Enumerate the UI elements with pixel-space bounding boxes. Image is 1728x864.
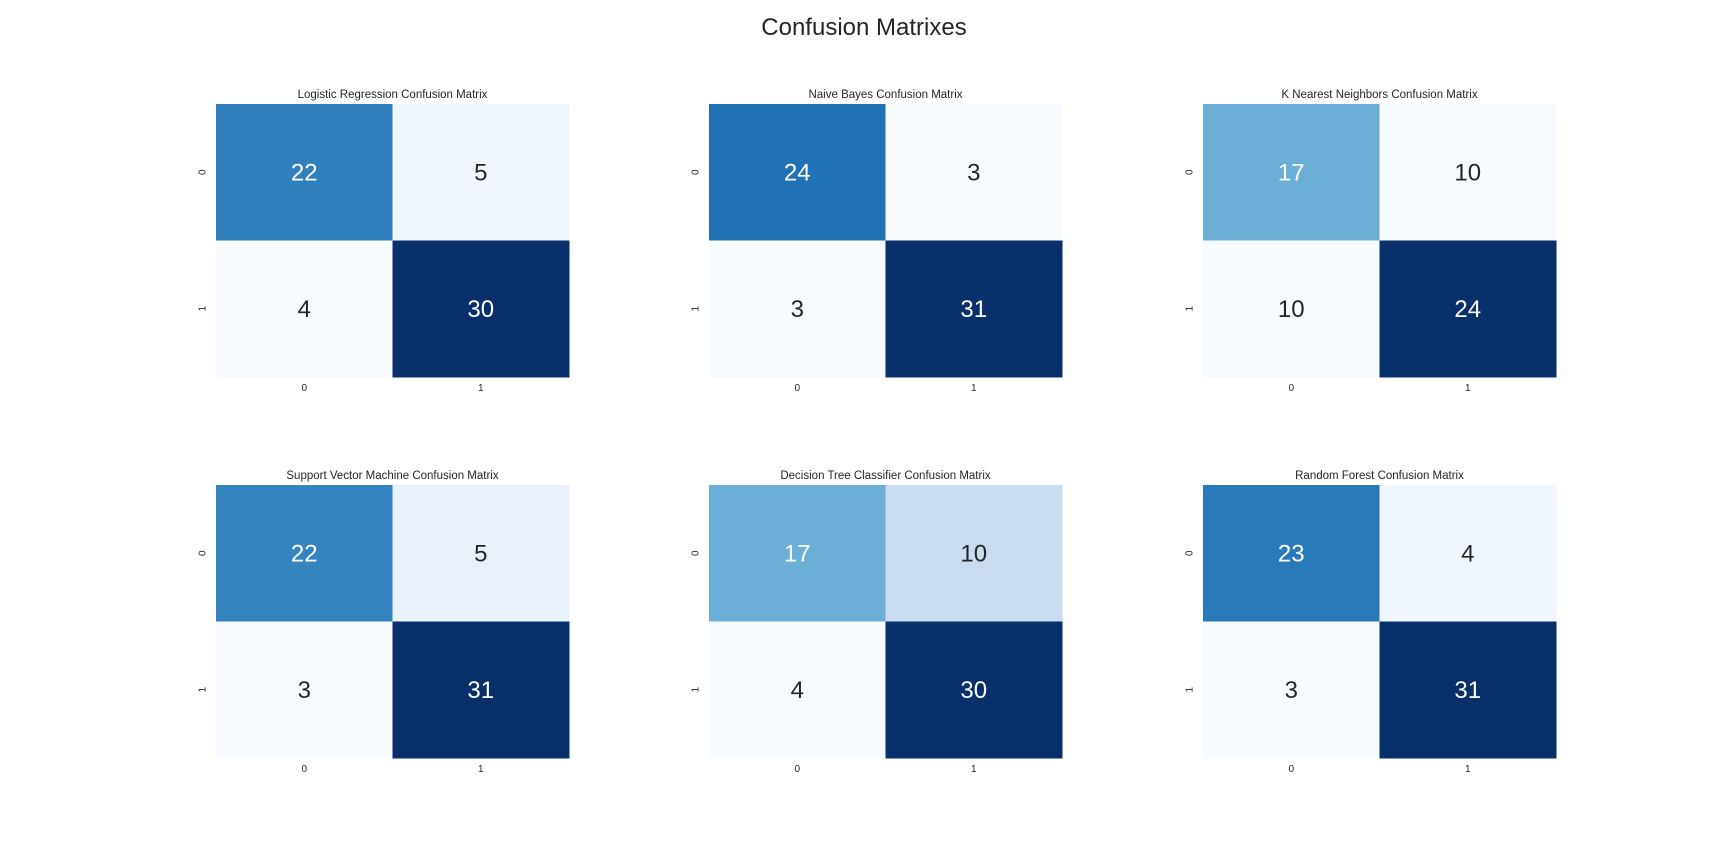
x-tick-label: 0	[794, 764, 800, 775]
cell-annotation: 23	[1278, 540, 1305, 567]
heatmap-panel: Support Vector Machine Confusion Matrix 2…	[198, 470, 570, 775]
y-tick-label: 1	[1185, 687, 1196, 693]
cell-annotation: 22	[291, 159, 318, 186]
heatmap-cell	[709, 485, 886, 622]
x-tick-label: 1	[478, 764, 484, 775]
heatmap-cell	[392, 240, 570, 378]
heatmap-cell	[885, 621, 1063, 759]
x-tick-label: 0	[301, 383, 307, 394]
cell-annotation: 5	[474, 159, 487, 186]
heatmap-cell	[709, 240, 886, 378]
heatmap-cell	[1379, 621, 1557, 759]
y-tick-label: 0	[198, 550, 209, 556]
heatmap-cell	[709, 104, 886, 241]
heatmap-title: Random Forest Confusion Matrix	[1295, 470, 1464, 482]
heatmap-cell	[1379, 104, 1557, 241]
heatmap-cell	[885, 485, 1063, 622]
figure-title: Confusion Matrixes	[761, 14, 966, 41]
cell-annotation: 10	[1278, 296, 1305, 323]
x-tick-label: 0	[301, 764, 307, 775]
y-tick-label: 0	[691, 169, 702, 175]
x-tick-label: 1	[1465, 764, 1471, 775]
heatmap-cell	[1203, 485, 1380, 622]
cell-annotation: 3	[791, 296, 804, 323]
cell-annotation: 24	[784, 159, 811, 186]
heatmap-cell	[392, 104, 570, 241]
y-tick-label: 1	[691, 306, 702, 312]
heatmap-panels: Logistic Regression Confusion Matrix 22 5 4…	[198, 89, 1557, 775]
y-tick-label: 0	[691, 550, 702, 556]
heatmap-cell	[392, 485, 570, 622]
heatmap-panel: Decision Tree Classifier Confusion Matri…	[691, 470, 1063, 775]
cell-annotation: 10	[1454, 159, 1481, 186]
cell-annotation: 3	[967, 159, 980, 186]
x-tick-label: 1	[971, 383, 977, 394]
y-tick-label: 1	[691, 687, 702, 693]
cell-annotation: 31	[960, 296, 987, 323]
cell-annotation: 31	[1454, 677, 1481, 704]
x-tick-label: 0	[794, 383, 800, 394]
heatmap-cell	[1203, 104, 1380, 241]
heatmap-cell	[1203, 621, 1380, 759]
heatmap-panel: Naive Bayes Confusion Matrix 24 3 3 31 0 1 0 1	[691, 89, 1063, 394]
heatmap-title: Logistic Regression Confusion Matrix	[298, 89, 488, 101]
cell-annotation: 17	[1278, 159, 1305, 186]
heatmap-cell	[709, 621, 886, 759]
y-tick-label: 0	[198, 169, 209, 175]
cell-annotation: 4	[298, 296, 311, 323]
x-tick-label: 1	[478, 383, 484, 394]
cell-annotation: 3	[298, 677, 311, 704]
heatmap-cell	[885, 240, 1063, 378]
heatmap-title: Decision Tree Classifier Confusion Matri…	[780, 470, 991, 482]
heatmap-title: Support Vector Machine Confusion Matrix	[286, 470, 498, 482]
heatmap-cell	[216, 485, 393, 622]
x-tick-label: 0	[1288, 383, 1294, 394]
y-tick-label: 1	[1185, 306, 1196, 312]
heatmap-cell	[216, 104, 393, 241]
cell-annotation: 22	[291, 540, 318, 567]
heatmap-title: K Nearest Neighbors Confusion Matrix	[1281, 89, 1477, 101]
y-tick-label: 0	[1185, 169, 1196, 175]
cell-annotation: 10	[960, 540, 987, 567]
cell-annotation: 24	[1454, 296, 1481, 323]
cell-annotation: 4	[1461, 540, 1474, 567]
x-tick-label: 1	[1465, 383, 1471, 394]
cell-annotation: 17	[784, 540, 811, 567]
cell-annotation: 31	[467, 677, 494, 704]
heatmap-panel: Random Forest Confusion Matrix 23 4 3 31 0 1 0 1	[1185, 470, 1557, 775]
heatmap-cell	[885, 104, 1063, 241]
heatmap-cell	[392, 621, 570, 759]
heatmap-title: Naive Bayes Confusion Matrix	[808, 89, 962, 101]
heatmap-cell	[216, 240, 393, 378]
y-tick-label: 0	[1185, 550, 1196, 556]
x-tick-label: 1	[971, 764, 977, 775]
cell-annotation: 5	[474, 540, 487, 567]
x-tick-label: 0	[1288, 764, 1294, 775]
cell-annotation: 3	[1285, 677, 1298, 704]
heatmap-cell	[1203, 240, 1380, 378]
cell-annotation: 30	[467, 296, 494, 323]
cell-annotation: 30	[960, 677, 987, 704]
y-tick-label: 1	[198, 306, 209, 312]
heatmap-panel: Logistic Regression Confusion Matrix 22 5 4…	[198, 89, 570, 394]
cell-annotation: 4	[791, 677, 804, 704]
heatmap-cell	[1379, 240, 1557, 378]
heatmap-cell	[1379, 485, 1557, 622]
heatmap-cell	[216, 621, 393, 759]
y-tick-label: 1	[198, 687, 209, 693]
